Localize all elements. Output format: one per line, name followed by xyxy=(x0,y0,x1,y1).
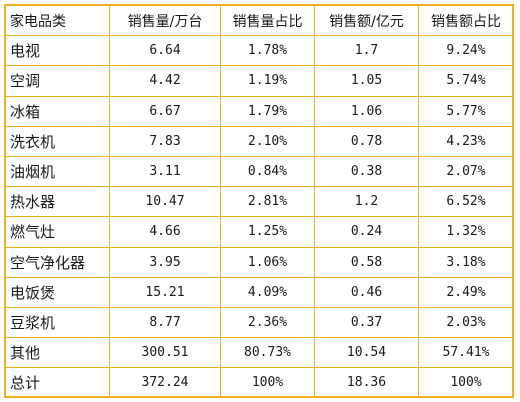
cell-category: 电饭煲 xyxy=(5,276,110,308)
cell-sales-revenue: 10.54 xyxy=(314,337,419,369)
header-sales-revenue: 销售额/亿元 xyxy=(314,4,419,37)
table-row: 豆浆机 8.77 2.36% 0.37 2.03% xyxy=(5,306,514,339)
cell-revenue-share: 2.49% xyxy=(418,276,514,308)
cell-revenue-share: 5.74% xyxy=(418,65,514,97)
table-row: 燃气灶 4.66 1.25% 0.24 1.32% xyxy=(5,216,514,248)
cell-category: 冰箱 xyxy=(5,95,110,127)
cell-category: 燃气灶 xyxy=(5,216,110,248)
cell-category: 空气净化器 xyxy=(5,246,110,278)
cell-sales-volume: 7.83 xyxy=(109,125,221,157)
cell-revenue-share: 9.24% xyxy=(418,35,514,67)
sales-table: 家电品类 销售量/万台 销售量占比 销售额/亿元 销售额占比 电视 6.64 1.7… xyxy=(5,4,514,399)
cell-category: 空调 xyxy=(5,65,110,97)
table-row: 电饭煲 15.21 4.09% 0.46 2.49% xyxy=(5,276,514,308)
cell-sales-volume: 3.11 xyxy=(109,155,221,188)
cell-sales-revenue: 0.38 xyxy=(314,155,419,188)
cell-sales-volume: 10.47 xyxy=(109,186,221,218)
cell-sales-revenue: 1.2 xyxy=(314,186,419,218)
cell-sales-volume: 15.21 xyxy=(109,276,221,308)
cell-volume-share: 4.09% xyxy=(220,276,315,308)
cell-sales-revenue: 18.36 xyxy=(314,367,419,399)
cell-revenue-share: 2.03% xyxy=(418,306,514,339)
cell-sales-volume: 4.42 xyxy=(109,65,221,97)
cell-sales-revenue: 0.37 xyxy=(314,306,419,339)
cell-sales-volume: 3.95 xyxy=(109,246,221,278)
header-category: 家电品类 xyxy=(5,4,110,37)
cell-category: 豆浆机 xyxy=(5,306,110,339)
table-row: 冰箱 6.67 1.79% 1.06 5.77% xyxy=(5,95,514,127)
cell-volume-share: 80.73% xyxy=(220,337,315,369)
cell-sales-volume: 8.77 xyxy=(109,306,221,339)
header-revenue-share: 销售额占比 xyxy=(418,4,514,37)
cell-volume-share: 1.06% xyxy=(220,246,315,278)
cell-sales-revenue: 0.78 xyxy=(314,125,419,157)
table-row: 总计 372.24 100% 18.36 100% xyxy=(5,367,514,399)
table-row: 洗衣机 7.83 2.10% 0.78 4.23% xyxy=(5,125,514,157)
table-row: 油烟机 3.11 0.84% 0.38 2.07% xyxy=(5,155,514,188)
cell-category: 总计 xyxy=(5,367,110,399)
header-volume-share: 销售量占比 xyxy=(220,4,315,37)
cell-revenue-share: 57.41% xyxy=(418,337,514,369)
cell-volume-share: 2.81% xyxy=(220,186,315,218)
table-row: 电视 6.64 1.78% 1.7 9.24% xyxy=(5,35,514,67)
cell-volume-share: 1.79% xyxy=(220,95,315,127)
table-row: 其他 300.51 80.73% 10.54 57.41% xyxy=(5,337,514,369)
cell-volume-share: 2.10% xyxy=(220,125,315,157)
cell-volume-share: 0.84% xyxy=(220,155,315,188)
cell-volume-share: 1.25% xyxy=(220,216,315,248)
cell-sales-revenue: 1.05 xyxy=(314,65,419,97)
cell-sales-volume: 300.51 xyxy=(109,337,221,369)
cell-sales-volume: 4.66 xyxy=(109,216,221,248)
table-row: 空调 4.42 1.19% 1.05 5.74% xyxy=(5,65,514,97)
cell-category: 热水器 xyxy=(5,186,110,218)
cell-volume-share: 2.36% xyxy=(220,306,315,339)
cell-sales-revenue: 0.46 xyxy=(314,276,419,308)
cell-sales-revenue: 0.24 xyxy=(314,216,419,248)
cell-volume-share: 100% xyxy=(220,367,315,399)
cell-revenue-share: 6.52% xyxy=(418,186,514,218)
cell-revenue-share: 2.07% xyxy=(418,155,514,188)
cell-revenue-share: 100% xyxy=(418,367,514,399)
cell-category: 电视 xyxy=(5,35,110,67)
cell-revenue-share: 1.32% xyxy=(418,216,514,248)
cell-sales-volume: 372.24 xyxy=(109,367,221,399)
cell-sales-volume: 6.64 xyxy=(109,35,221,67)
cell-volume-share: 1.78% xyxy=(220,35,315,67)
cell-category: 洗衣机 xyxy=(5,125,110,157)
cell-sales-revenue: 0.58 xyxy=(314,246,419,278)
header-sales-volume: 销售量/万台 xyxy=(109,4,221,37)
cell-sales-revenue: 1.06 xyxy=(314,95,419,127)
cell-category: 其他 xyxy=(5,337,110,369)
cell-revenue-share: 4.23% xyxy=(418,125,514,157)
cell-revenue-share: 5.77% xyxy=(418,95,514,127)
table-row: 空气净化器 3.95 1.06% 0.58 3.18% xyxy=(5,246,514,278)
table-body: 电视 6.64 1.78% 1.7 9.24% 空调 4.42 1.19% 1.05 5.74% 冰… xyxy=(5,35,514,399)
table-row: 热水器 10.47 2.81% 1.2 6.52% xyxy=(5,186,514,218)
cell-sales-revenue: 1.7 xyxy=(314,35,419,67)
cell-sales-volume: 6.67 xyxy=(109,95,221,127)
cell-category: 油烟机 xyxy=(5,155,110,188)
header-row: 家电品类 销售量/万台 销售量占比 销售额/亿元 销售额占比 xyxy=(5,4,514,37)
cell-volume-share: 1.19% xyxy=(220,65,315,97)
cell-revenue-share: 3.18% xyxy=(418,246,514,278)
